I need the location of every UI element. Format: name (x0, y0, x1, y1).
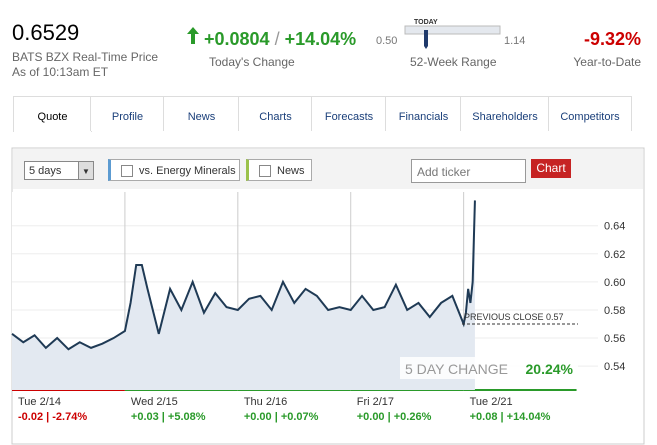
y-tick-label: 0.62 (604, 249, 625, 261)
date-label: Thu 2/16 (244, 396, 287, 408)
y-tick-label: 0.56 (604, 333, 625, 345)
separator: / (274, 29, 280, 49)
previous-close-label: PREVIOUS CLOSE 0.57 (464, 312, 564, 322)
period-select[interactable]: 5 days ▼ (24, 161, 94, 180)
tab[interactable]: Quote (13, 96, 92, 132)
five-day-label: 5 DAY CHANGE (405, 361, 508, 377)
compare: vs. Energy Minerals (139, 165, 236, 177)
news-toggle[interactable]: News (246, 159, 312, 181)
tab[interactable]: Financials (385, 96, 462, 131)
up-arrow (187, 27, 199, 44)
y-tick-label: 0.58 (604, 305, 625, 317)
change: +0.0804 (204, 29, 270, 49)
source: BATS BZX Real-Time Price (12, 50, 159, 64)
five-day-box (400, 357, 578, 379)
range-today: TODAY (414, 19, 438, 26)
as-of: As of 10:13am ET (12, 65, 109, 79)
plot: 0.54 0.56 0.58 0.60 0.62 0.64 Tue 2/14 -0.02 | … (11, 192, 625, 423)
ticker-input[interactable]: Add ticker (411, 159, 526, 183)
tab[interactable]: Competitors (548, 96, 632, 131)
range-bar (404, 25, 501, 35)
date-label: Fri 2/17 (357, 396, 394, 408)
tab[interactable]: Forecasts (311, 96, 387, 131)
today-change: +0.0804 / +14.04% (204, 29, 356, 50)
price-line (11, 200, 476, 351)
compare-toggle[interactable]: vs. Energy Minerals (108, 159, 240, 181)
tab[interactable]: News (163, 96, 240, 131)
day-change: +0.00 | +0.07% (244, 411, 319, 423)
period: 5 days (29, 165, 62, 177)
range-low: 0.50 (376, 35, 398, 47)
price: 0.6529 (12, 20, 80, 45)
range-high: 1.14 (504, 35, 526, 47)
day-change: +0.08 | +14.04% (470, 411, 551, 423)
y-tick-label: 0.54 (604, 361, 625, 373)
tab[interactable]: Profile (90, 96, 165, 131)
ytd: -9.32% (583, 29, 641, 49)
day-change: +0.00 | +0.26% (357, 411, 432, 423)
y-tick-label: 0.64 (604, 221, 625, 233)
ytd-label: Year-to-Date (573, 55, 641, 69)
tab[interactable]: Charts (238, 96, 313, 131)
day-change: -0.02 | -2.74% (18, 411, 87, 423)
chart-button[interactable]: Chart (531, 159, 571, 178)
day-change: +0.03 | +5.08% (131, 411, 206, 423)
range-marker (424, 30, 428, 49)
change-label: Today's Change (209, 55, 295, 69)
date-label: Tue 2/21 (470, 396, 513, 408)
range-label: 52-Week Range (410, 55, 497, 69)
news: News (277, 165, 305, 177)
date-label: Tue 2/14 (18, 396, 61, 408)
y-tick-label: 0.60 (604, 277, 625, 289)
five-day-value: 20.24% (526, 361, 574, 377)
area (12, 200, 475, 390)
change-pct: +14.04% (284, 29, 357, 49)
date-label: Wed 2/15 (131, 396, 178, 408)
tab[interactable]: Shareholders (460, 96, 550, 131)
